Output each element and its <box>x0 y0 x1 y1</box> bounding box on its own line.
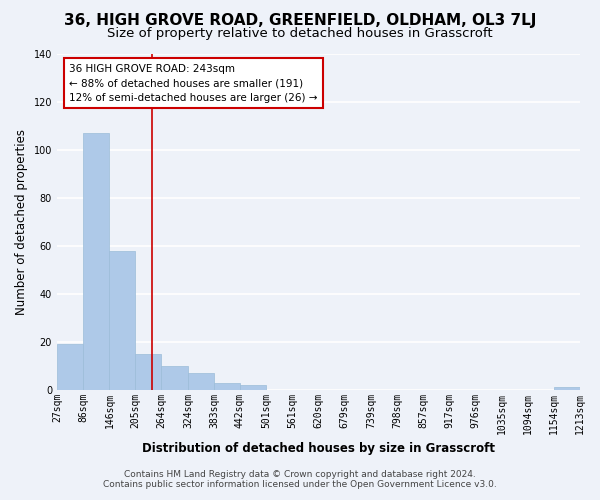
Bar <box>57 344 83 390</box>
Bar <box>240 385 266 390</box>
Bar <box>109 250 136 390</box>
Bar <box>214 382 240 390</box>
X-axis label: Distribution of detached houses by size in Grasscroft: Distribution of detached houses by size … <box>142 442 495 455</box>
Bar <box>83 133 109 390</box>
Y-axis label: Number of detached properties: Number of detached properties <box>15 129 28 315</box>
Bar <box>161 366 188 390</box>
Bar <box>188 373 214 390</box>
Text: 36 HIGH GROVE ROAD: 243sqm
← 88% of detached houses are smaller (191)
12% of sem: 36 HIGH GROVE ROAD: 243sqm ← 88% of deta… <box>69 64 318 103</box>
Text: Size of property relative to detached houses in Grasscroft: Size of property relative to detached ho… <box>107 28 493 40</box>
Bar <box>554 388 580 390</box>
Text: Contains HM Land Registry data © Crown copyright and database right 2024.
Contai: Contains HM Land Registry data © Crown c… <box>103 470 497 489</box>
Text: 36, HIGH GROVE ROAD, GREENFIELD, OLDHAM, OL3 7LJ: 36, HIGH GROVE ROAD, GREENFIELD, OLDHAM,… <box>64 12 536 28</box>
Bar <box>136 354 161 390</box>
